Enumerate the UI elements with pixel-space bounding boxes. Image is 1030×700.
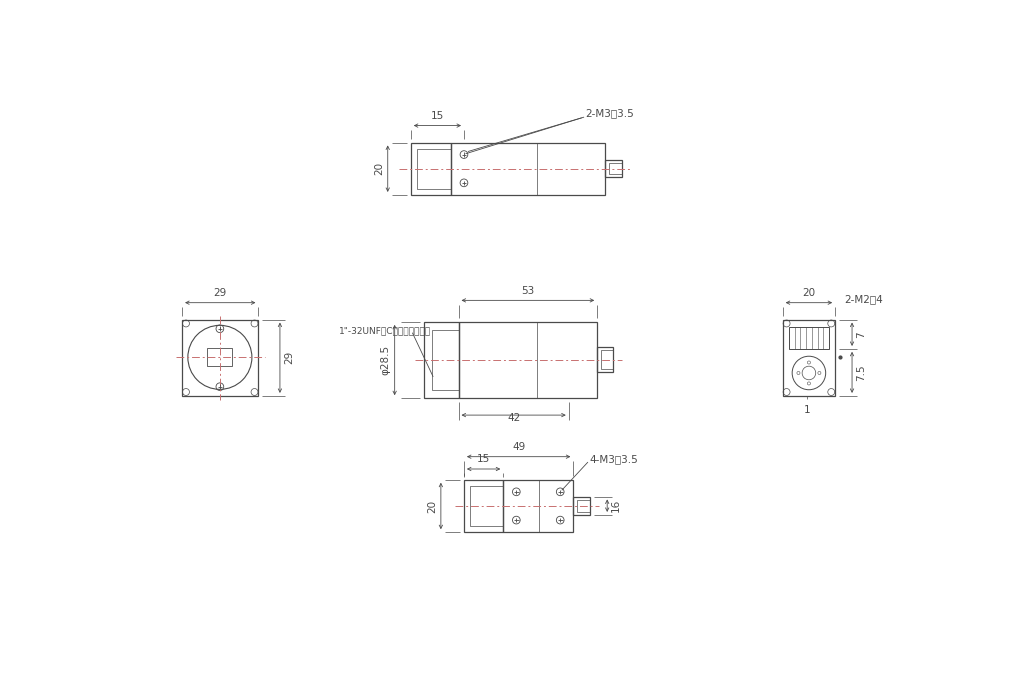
- Text: 4-M3深3.5: 4-M3深3.5: [589, 454, 639, 464]
- Text: 2-M2深4: 2-M2深4: [845, 295, 883, 304]
- Bar: [432, 330, 458, 391]
- Bar: [411, 143, 451, 195]
- Text: 16: 16: [611, 499, 621, 512]
- Bar: [182, 320, 259, 396]
- Text: 29: 29: [213, 288, 227, 298]
- Text: 1"-32UNF（Cマウントネジ）: 1"-32UNF（Cマウントネジ）: [339, 326, 432, 335]
- Bar: [602, 350, 613, 369]
- Bar: [577, 500, 590, 512]
- Text: φ28.5: φ28.5: [381, 345, 390, 375]
- Bar: [458, 322, 597, 398]
- Bar: [574, 496, 590, 515]
- Bar: [504, 480, 574, 532]
- Text: 42: 42: [507, 413, 520, 423]
- Text: 49: 49: [512, 442, 525, 452]
- Bar: [464, 480, 504, 532]
- Text: 15: 15: [431, 111, 444, 121]
- Text: 53: 53: [521, 286, 535, 295]
- Bar: [605, 160, 622, 177]
- Bar: [417, 148, 451, 189]
- Text: 15: 15: [477, 454, 490, 464]
- Bar: [783, 320, 835, 396]
- Text: 20: 20: [427, 499, 437, 512]
- Bar: [597, 346, 613, 372]
- Bar: [424, 322, 458, 398]
- Bar: [789, 328, 829, 349]
- Text: 2-M3深3.5: 2-M3深3.5: [586, 108, 634, 118]
- Text: 20: 20: [374, 162, 384, 175]
- Bar: [610, 163, 622, 174]
- Text: 7.5: 7.5: [856, 364, 866, 381]
- Bar: [451, 143, 605, 195]
- Bar: [470, 486, 504, 526]
- Bar: [207, 348, 233, 367]
- Text: 1: 1: [804, 405, 811, 415]
- Text: 29: 29: [284, 351, 294, 365]
- Text: 7: 7: [856, 331, 866, 337]
- Text: 20: 20: [802, 288, 816, 298]
